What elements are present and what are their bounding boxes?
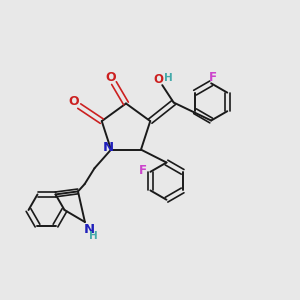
Text: O: O — [154, 73, 164, 86]
Text: O: O — [68, 95, 79, 108]
Text: N: N — [84, 223, 95, 236]
Text: H: H — [164, 73, 172, 82]
Text: N: N — [102, 141, 114, 154]
Text: H: H — [89, 231, 98, 242]
Text: O: O — [105, 71, 116, 84]
Text: F: F — [139, 164, 147, 177]
Text: F: F — [209, 71, 217, 84]
